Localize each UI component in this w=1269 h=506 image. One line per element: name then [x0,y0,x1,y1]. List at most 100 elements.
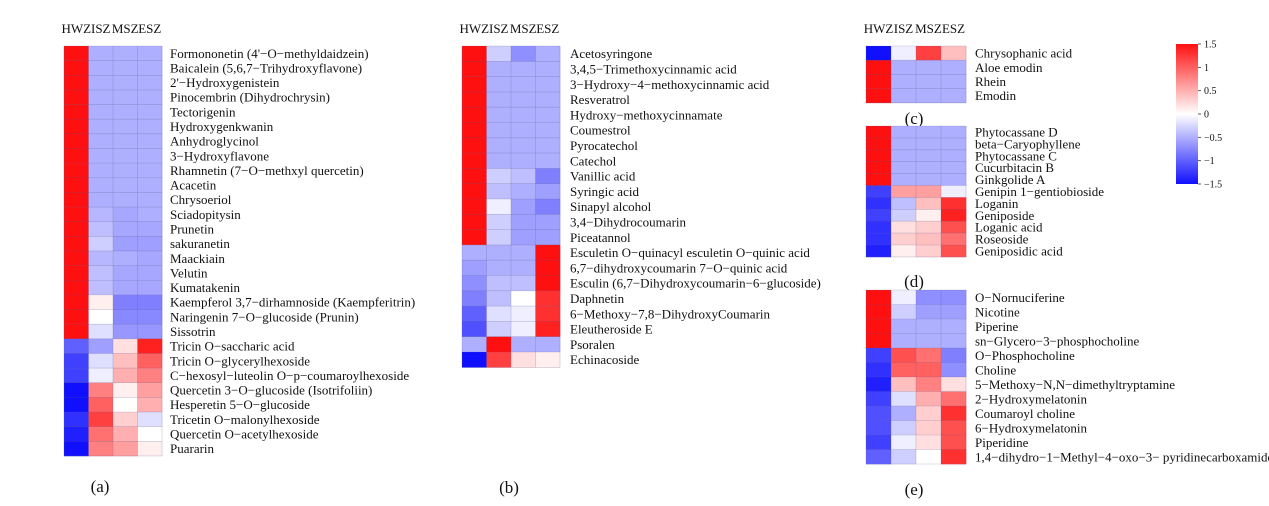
row-label: sn−Glycero−3−phosphocholine [975,333,1139,348]
heatmap-cell [486,199,512,215]
row-label: Genipin 1−gentiobioside [975,184,1104,199]
heatmap-cell [462,168,487,184]
heatmap-cell [462,46,487,62]
row-label: Rhein [975,74,1007,89]
heatmap-cell [891,60,917,75]
heatmap-cell [137,353,163,369]
row-label: Nicotine [975,304,1020,319]
heatmap-cell [113,177,138,193]
heatmap-cell [88,192,114,208]
row-label: Roseoside [975,232,1029,247]
heatmap-cell [916,377,942,392]
heatmap-cell [891,74,917,89]
heatmap-cell [891,185,917,198]
heatmap-cell [891,377,917,392]
panel-caption: (b) [499,478,519,497]
heatmap-cell [866,420,892,436]
heatmap-cell [891,245,917,258]
heatmap-cell [535,336,561,353]
heatmap-cell [941,221,967,234]
heatmap-cell [916,435,942,450]
heatmap-cell [891,173,917,186]
heatmap-cell [486,306,512,322]
heatmap-cell [866,221,892,234]
row-label: Tectorigenin [170,104,236,119]
row-label: 2'−Hydroxygenistein [170,75,280,90]
heatmap-cell [88,104,114,120]
heatmap-cell [64,250,89,266]
heatmap-cell [941,126,967,139]
heatmap-cell [462,336,487,353]
column-header: ESZ [138,21,161,36]
heatmap-cell [891,348,917,363]
row-label: Pinocembrin (Dihydrochrysin) [170,90,330,105]
heatmap-cell [866,319,892,334]
heatmap-cell [88,133,114,149]
heatmap-cell [941,209,967,222]
heatmap-cell [486,46,512,62]
row-label: Syringic acid [570,184,639,199]
row-label: Kaempferol 3,7−dirhamnoside (Kaempferitr… [170,295,415,310]
row-label: Resveratrol [570,92,630,107]
heatmap-cell [511,336,536,353]
column-header: ISZ [91,21,111,36]
heatmap-cell [113,60,138,76]
heatmap-cell [462,107,487,123]
row-label: Phytocassane D [975,124,1058,139]
colorbar-tick-label: 1.5 [1204,40,1217,51]
row-label: Acacetin [170,178,217,193]
heatmap-cell [511,199,536,215]
row-label: Chrysophanic acid [975,46,1073,61]
heatmap-cell [137,368,163,384]
heatmap-cell [535,76,561,93]
row-label: Loganin [975,196,1019,211]
heatmap-cell [88,148,114,164]
heatmap-cell [941,197,967,210]
heatmap-cell [462,321,487,337]
heatmap-cell [511,275,536,292]
heatmap-cell [137,75,163,91]
heatmap-cell [891,420,917,436]
heatmap-cell [88,309,114,325]
heatmap-cell [535,244,561,261]
heatmap-cell [64,294,89,310]
heatmap-cell [113,192,138,208]
heatmap-cell [64,177,89,193]
heatmap-cell [486,290,512,307]
heatmap-cell [941,173,967,186]
heatmap-cell [64,119,89,135]
column-header: HWZ [864,21,894,36]
heatmap-cell [486,122,512,139]
colorbar-tick-label: 1 [1204,63,1209,74]
heatmap-cell [88,236,114,252]
heatmap-cell [916,304,942,320]
heatmap-cell [916,126,942,139]
heatmap-cell [891,362,917,378]
heatmap-cell [486,275,512,292]
heatmap-cell [941,233,967,246]
heatmap-cell [511,260,536,276]
heatmap-cell [941,161,967,174]
heatmap-cell [113,133,138,149]
heatmap-cell [462,153,487,169]
heatmap-cell [113,75,138,91]
row-label: Piperidine [975,435,1029,450]
column-header: HWZ [459,21,489,36]
heatmap-cell [535,229,561,246]
heatmap-cell [511,153,536,169]
heatmap-cell [64,60,89,76]
heatmap-cell [511,137,536,154]
heatmap-cell [88,426,114,442]
heatmap-cell [866,149,892,162]
row-label: O−Nornuciferine [975,290,1065,305]
heatmap-cell [866,126,892,139]
heatmap-cell [866,348,892,363]
heatmap-cell [916,420,942,436]
heatmap-cell [916,185,942,198]
heatmap-cell [486,352,512,368]
heatmap-cell [113,46,138,61]
heatmap-cell [113,265,138,281]
heatmap-cell [941,185,967,198]
heatmap-cell [64,133,89,149]
heatmap-cell [462,122,487,139]
